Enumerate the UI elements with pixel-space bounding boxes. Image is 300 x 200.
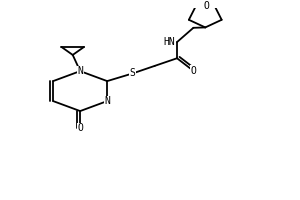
Text: O: O [190,66,196,76]
Text: N: N [104,96,110,106]
Text: O: O [77,123,83,133]
Text: N: N [77,66,83,76]
Text: O: O [204,1,210,11]
Text: HN: HN [164,37,176,47]
Text: S: S [130,68,135,78]
